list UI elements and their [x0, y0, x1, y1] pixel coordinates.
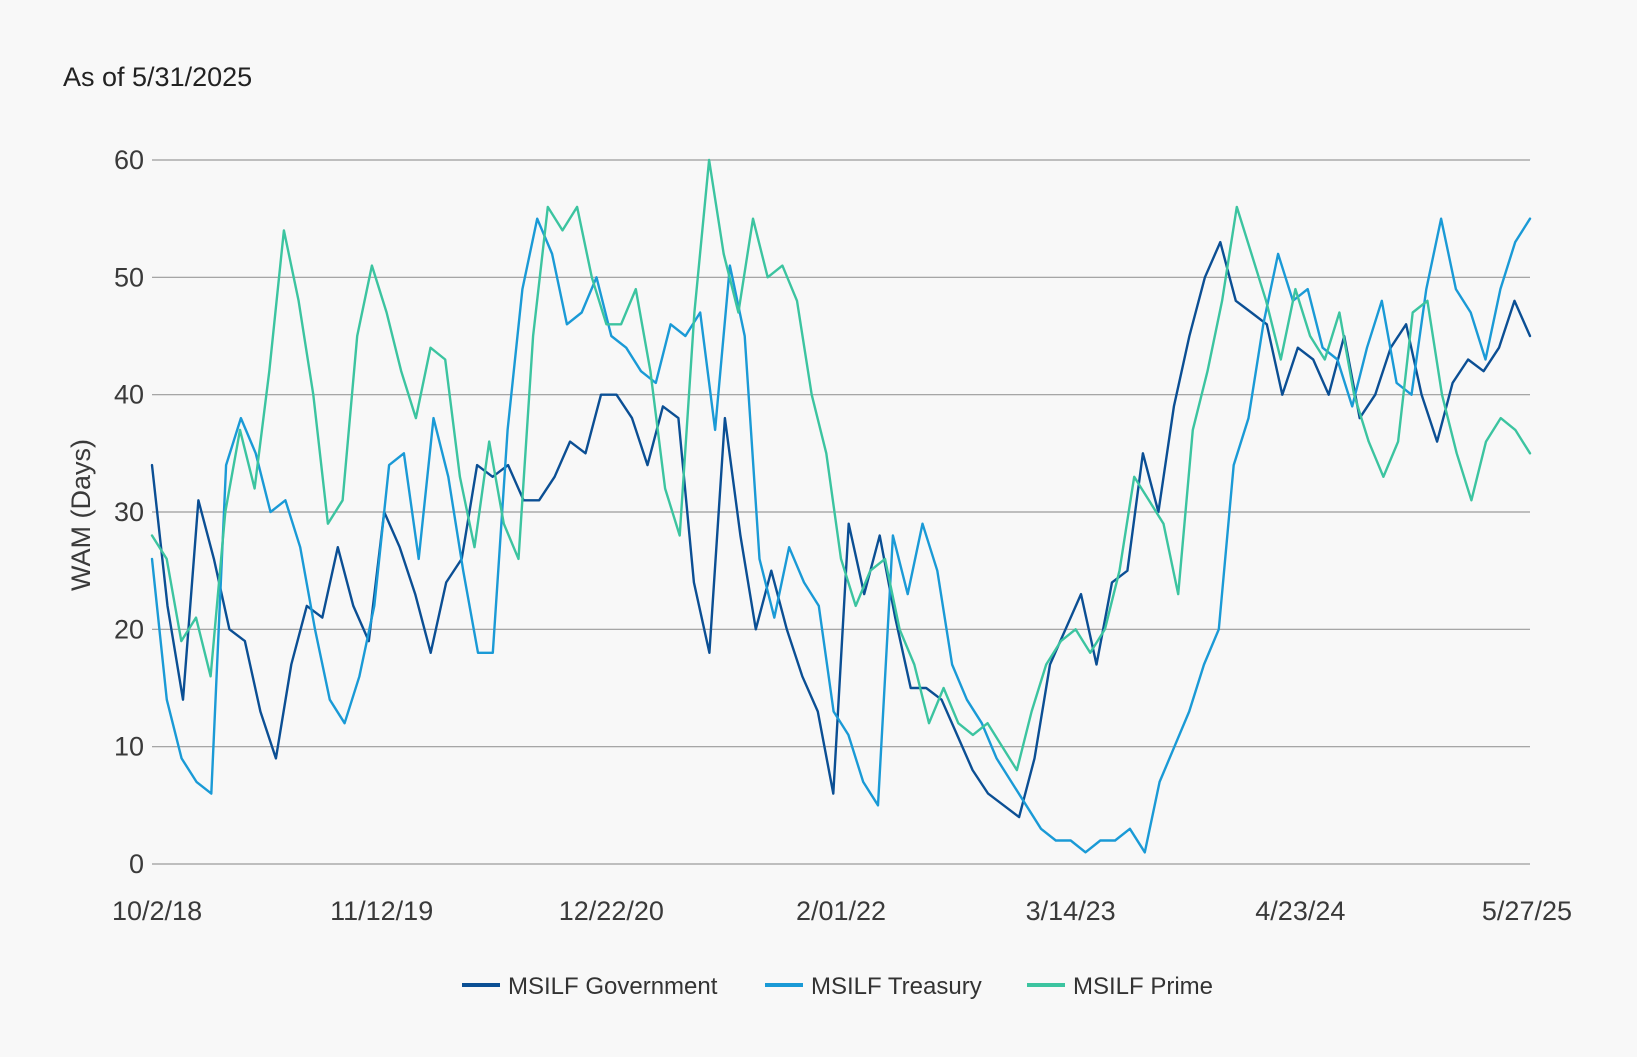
legend: MSILF Government MSILF Treasury MSILF Prim…: [462, 973, 1213, 1000]
x-tick-label: 5/27/25: [1482, 896, 1572, 926]
legend-label: MSILF Prime: [1073, 973, 1213, 1000]
series-lines: [150, 158, 1532, 854]
legend-label: MSILF Government: [508, 973, 718, 1000]
gridlines: [152, 159, 1530, 865]
y-tick-label: 60: [114, 145, 144, 175]
y-tick-label: 0: [129, 849, 144, 879]
legend-label: MSILF Treasury: [811, 973, 982, 1000]
x-tick-label: 2/01/22: [796, 896, 886, 926]
chart-subtitle: As of 5/31/2025: [63, 62, 253, 92]
y-tick-label: 50: [114, 262, 144, 292]
series-line-msilf-prime: [150, 158, 1532, 772]
x-tick-label: 10/2/18: [112, 896, 202, 926]
y-axis-title: WAM (Days): [66, 439, 96, 591]
y-axis-ticks: 0 10 20 30 40 50 60: [114, 145, 144, 879]
x-tick-label: 11/12/19: [330, 896, 433, 926]
y-tick-label: 30: [114, 497, 144, 527]
x-tick-label: 4/23/24: [1255, 896, 1345, 926]
series-line-msilf-treasury: [150, 217, 1532, 854]
y-tick-label: 20: [114, 614, 144, 644]
x-tick-label: 12/22/20: [559, 896, 664, 926]
y-tick-label: 10: [114, 732, 144, 762]
x-axis-ticks: 10/2/18 11/12/19 12/22/20 2/01/22 3/14/23 4/2…: [112, 896, 1572, 926]
y-tick-label: 40: [114, 380, 144, 410]
x-tick-label: 3/14/23: [1026, 896, 1116, 926]
